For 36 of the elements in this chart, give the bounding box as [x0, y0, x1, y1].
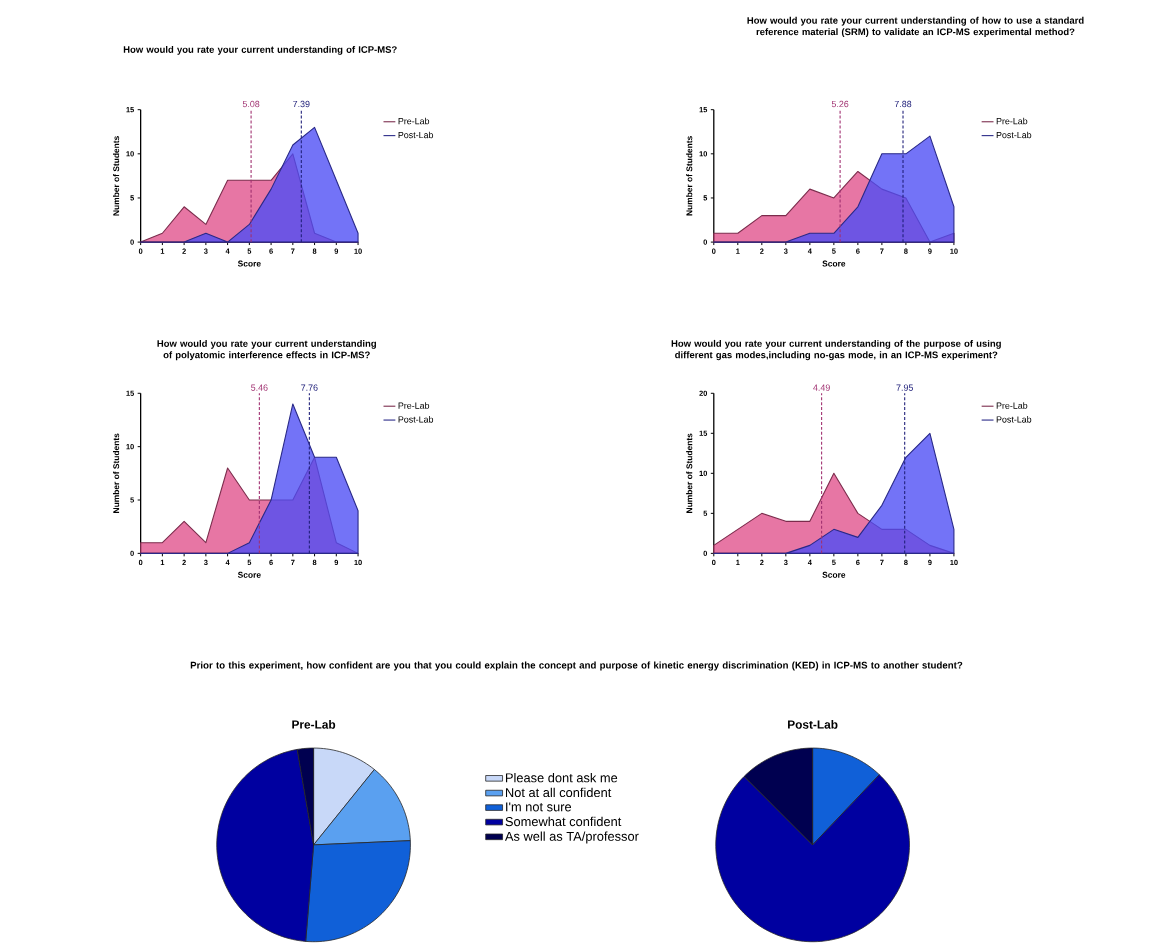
ref-line-label: 5.46: [251, 384, 268, 391]
ref-line-label: 7.76: [301, 384, 318, 391]
chart-title: How would you rate your current understanding of the purpose of using different gas modes,including no-gas mode, in an ICP-MS experiment?: [671, 340, 1001, 361]
legend-label: Pre-Lab: [996, 402, 1028, 409]
x-axis-title: Score: [822, 260, 846, 267]
chart-title: Prior to this experiment, how confident are you that you could explain the concept and purpose of kinetic energy discrimination (KED) in ICP-MS to another student?: [190, 661, 963, 671]
legend-label: Pre-Lab: [398, 402, 430, 409]
legend-label: As well as TA/professor: [504, 831, 639, 844]
legend-label: I'm not sure: [506, 802, 572, 812]
legend-label: Not at all confident: [505, 787, 612, 798]
x-axis-title: Score: [822, 572, 846, 578]
y-axis-title: Number of Students: [112, 136, 120, 216]
y-axis-title: Number of Students: [112, 433, 120, 514]
x-axis-title: Score: [237, 572, 261, 578]
legend-label: Post-Lab: [996, 416, 1032, 423]
chart-title: How would you rate your current understanding of how to use a standard reference material (SRM) to validate an ICP-MS experimental method?: [747, 16, 1084, 38]
ref-line-label: 7.39: [293, 101, 310, 108]
legend-label: Please dont ask me: [505, 773, 618, 783]
ref-line-label: 5.08: [242, 101, 260, 108]
legend-label: Post-Lab: [398, 416, 434, 423]
ref-line-label: 7.88: [894, 101, 912, 108]
chart-title: How would you rate your current understanding of ICP-MS?: [123, 46, 397, 55]
legend-label: Post-Lab: [996, 131, 1032, 139]
legend-label: Pre-Lab: [398, 117, 430, 125]
ref-line-label: 5.26: [831, 101, 849, 108]
x-axis-title: Score: [237, 260, 261, 267]
legend-label: Pre-Lab: [996, 117, 1028, 125]
y-axis-title: Number of Students: [686, 433, 693, 514]
slice-label: Post-Lab: [788, 720, 838, 729]
ref-line-label: 7.95: [896, 384, 913, 391]
ref-line-label: 4.49: [813, 384, 830, 391]
slice-label: Pre-Lab: [292, 720, 336, 729]
legend-label: Post-Lab: [398, 131, 434, 139]
chart-title: How would you rate your current understanding of polyatomic interference effects in ICP-MS?: [157, 340, 376, 361]
y-axis-title: Number of Students: [686, 136, 693, 216]
legend-label: Somewhat confident: [505, 816, 622, 827]
